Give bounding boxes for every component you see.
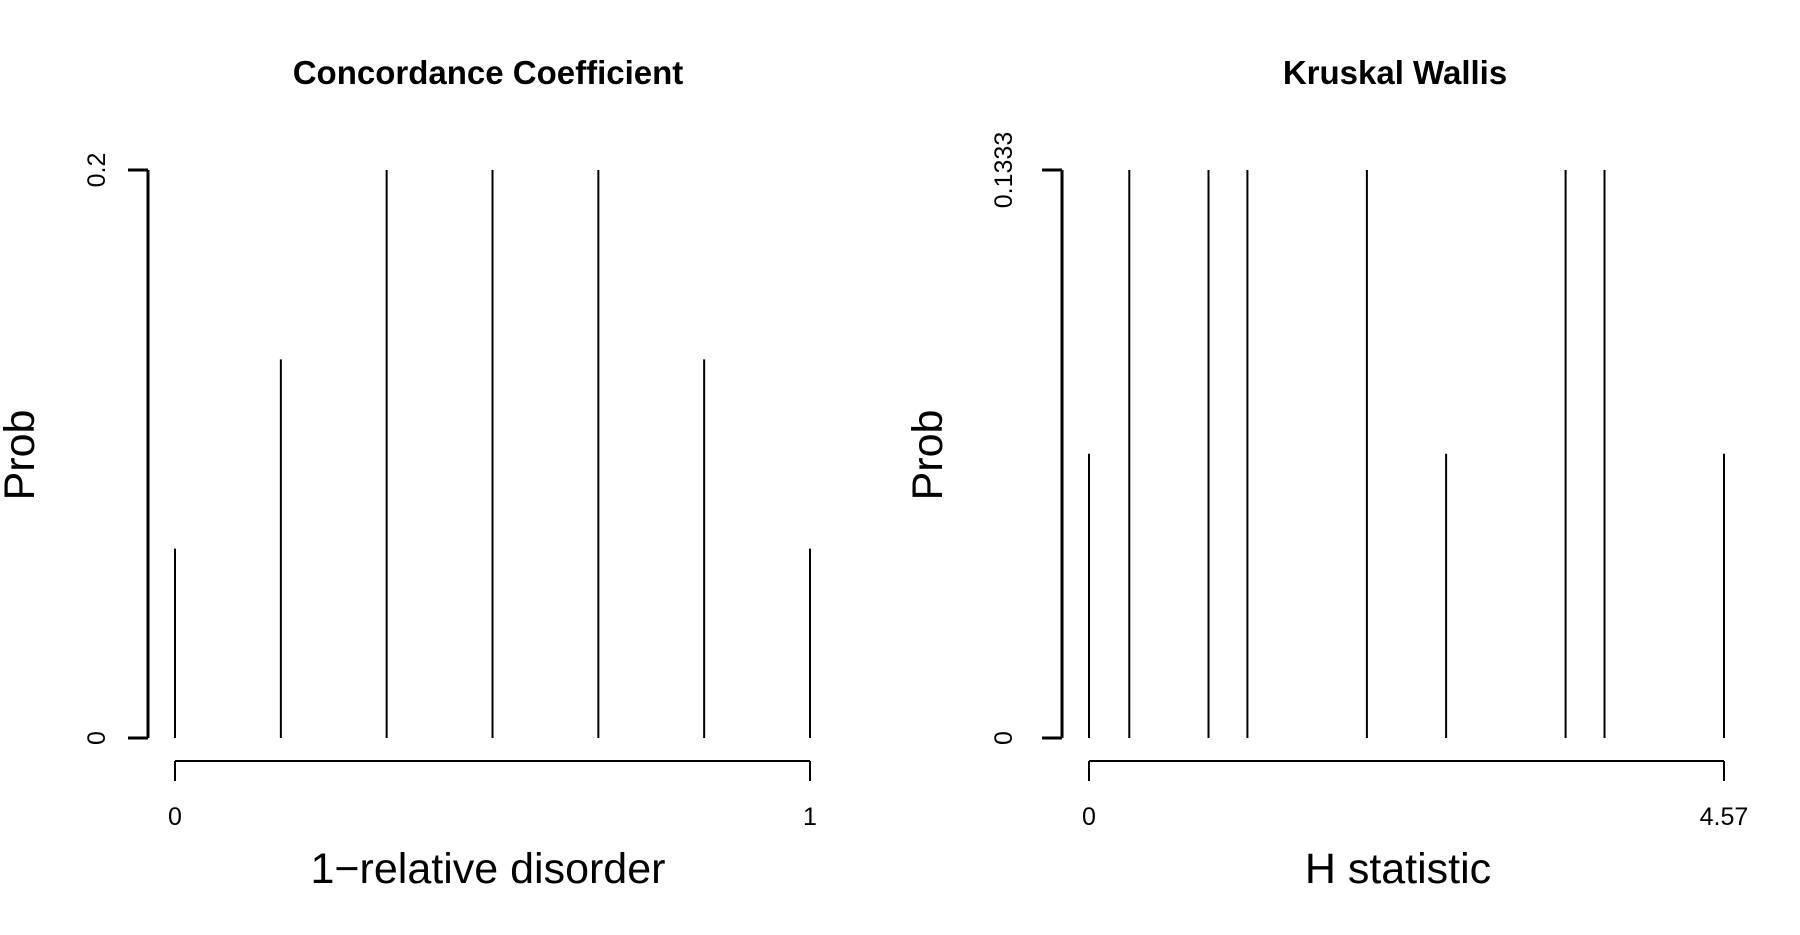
x-axis-label: 1−relative disorder: [311, 845, 666, 893]
x-tick-label: 0: [1082, 803, 1096, 831]
x-tick-label: 4.57: [1700, 803, 1749, 831]
y-tick-label: 0: [83, 731, 111, 745]
chart-title: Kruskal Wallis: [1283, 54, 1507, 91]
chart-concordance-coefficient: Concordance Coefficient Prob 1−relative …: [0, 54, 817, 893]
y-tick-label: 0.2: [83, 153, 111, 188]
x-axis-label: H statistic: [1305, 845, 1491, 893]
y-axis-label: Prob: [904, 410, 952, 501]
bar-marks: [174, 170, 811, 738]
y-tick-label: 0.1333: [990, 132, 1018, 208]
axes: 0 0.2 0 1: [83, 153, 817, 831]
chart-title: Concordance Coefficient: [293, 54, 684, 91]
x-tick-label: 1: [803, 803, 817, 831]
y-tick-label: 0: [990, 731, 1018, 745]
axes: 0 0.1333 0 4.57: [990, 132, 1748, 831]
bar-marks: [1088, 170, 1725, 738]
chart-kruskal-wallis: Kruskal Wallis Prob H statistic 00.13330…: [904, 54, 1748, 893]
x-tick-label: 0: [168, 803, 182, 831]
y-axis-label: Prob: [0, 410, 44, 501]
